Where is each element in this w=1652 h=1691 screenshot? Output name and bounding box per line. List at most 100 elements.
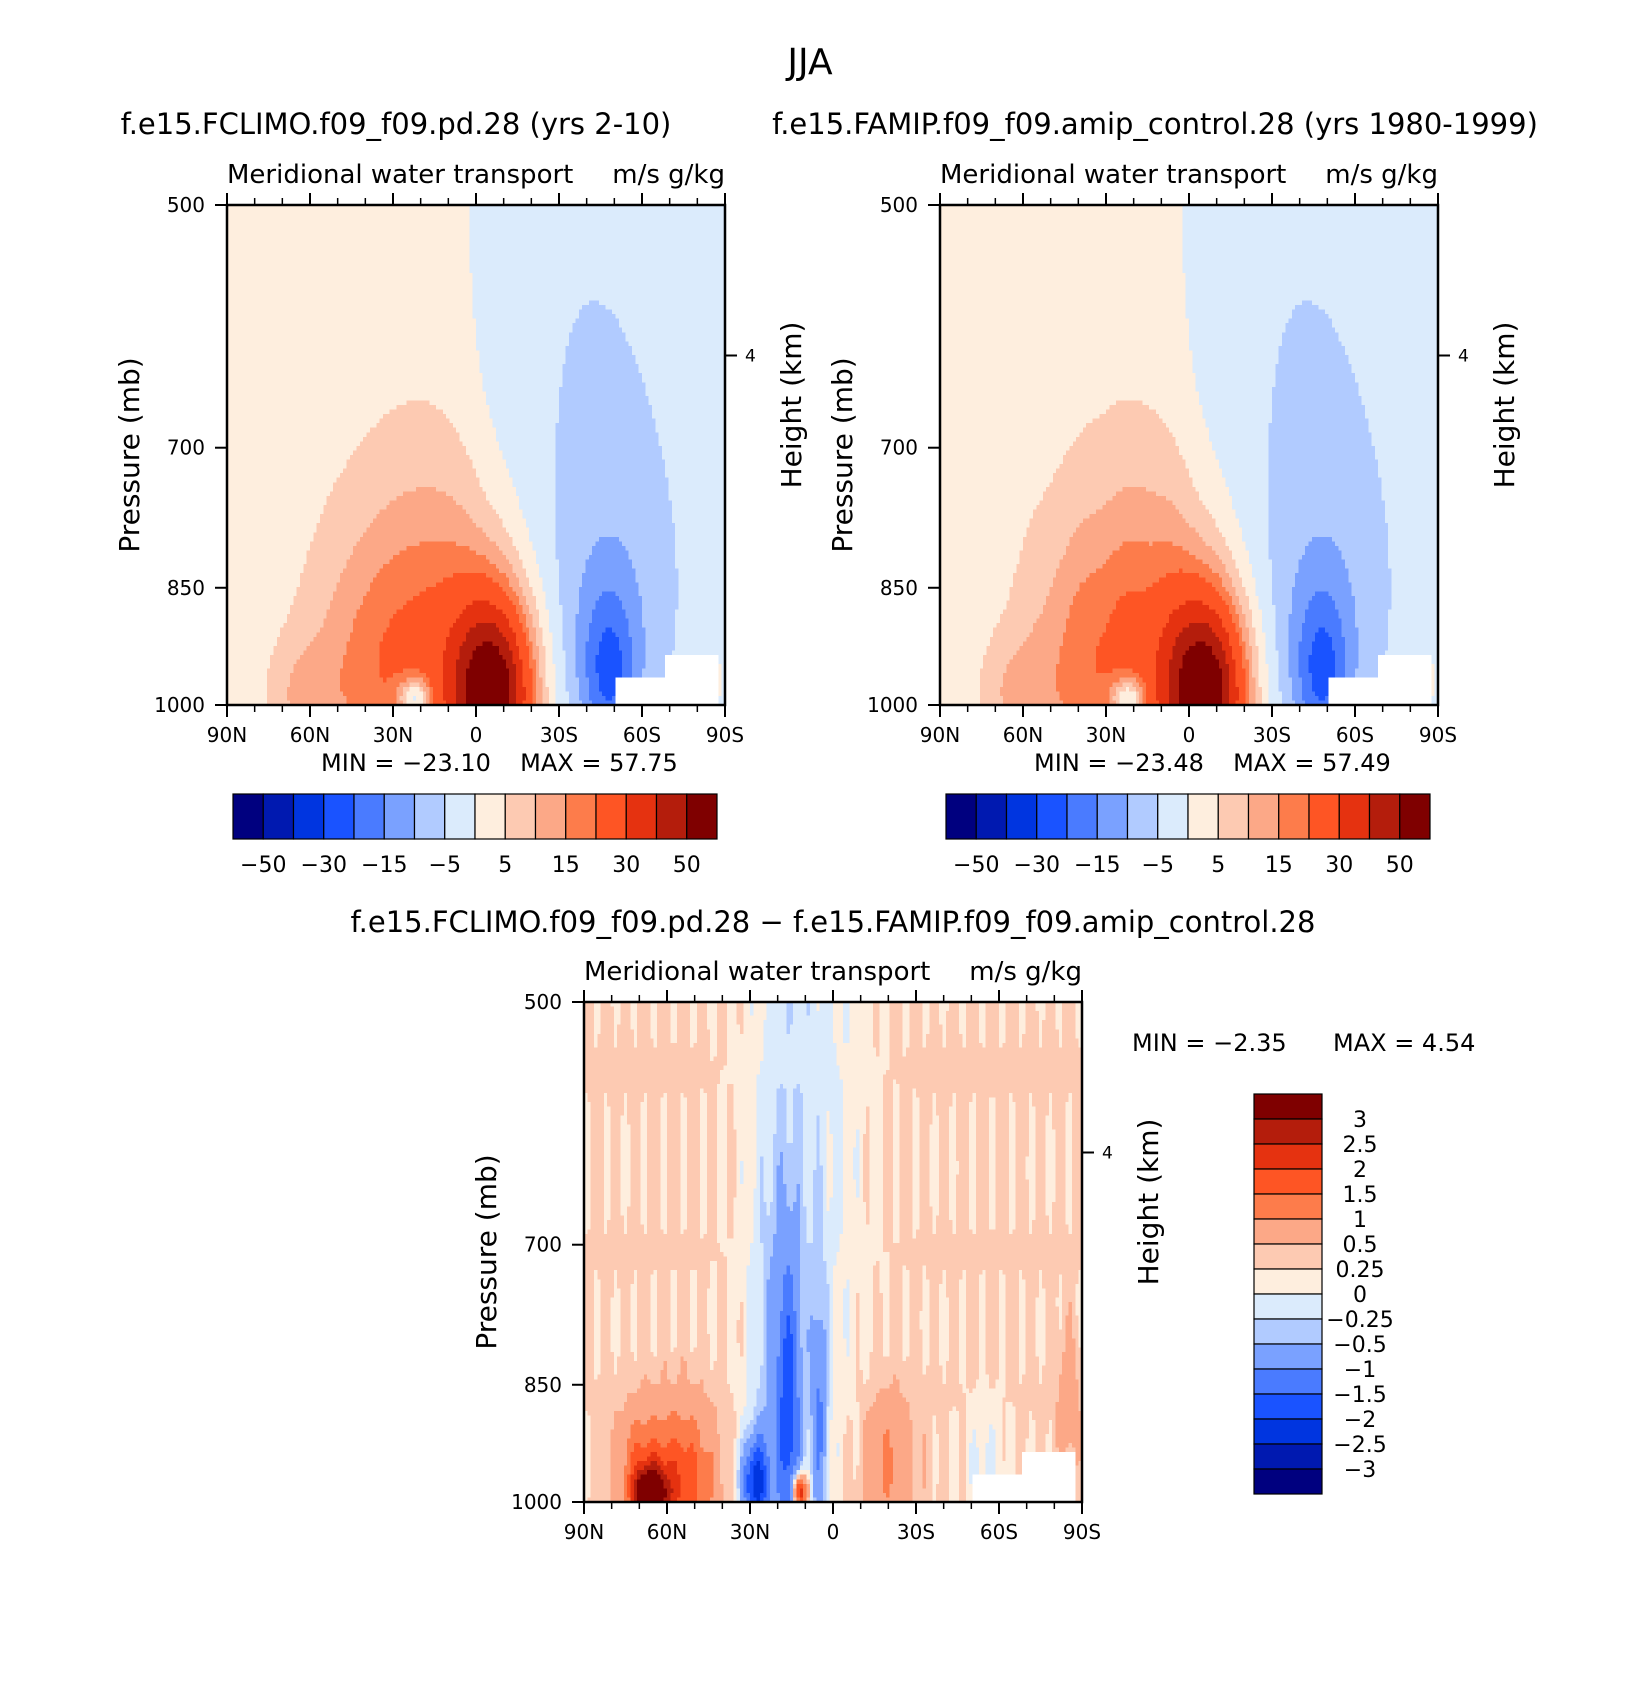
contour-band	[892, 1224, 900, 1230]
contour-band	[819, 1129, 827, 1135]
contour-band	[1391, 595, 1439, 601]
contour-band	[979, 1279, 987, 1285]
contour-band	[1028, 1229, 1033, 1235]
contour-band	[1189, 473, 1223, 479]
contour-band	[1331, 595, 1356, 601]
contour-band	[1125, 686, 1130, 692]
contour-band	[716, 1297, 728, 1303]
contour-band	[696, 1302, 708, 1308]
contour-band	[522, 586, 533, 592]
contour-band	[872, 1292, 884, 1298]
contour-band	[1025, 1024, 1040, 1030]
colorbar-box	[595, 793, 627, 840]
contour-band	[716, 1052, 728, 1058]
colorbar-label: −5	[1142, 853, 1174, 878]
contour-band	[667, 1102, 681, 1108]
contour-band	[1331, 318, 1439, 324]
contour-band	[1032, 1224, 1050, 1230]
contour-band	[1185, 282, 1439, 288]
contour-band	[969, 1211, 977, 1217]
contour-band	[346, 564, 384, 570]
contour-band	[1015, 1152, 1030, 1158]
contour-band	[396, 686, 404, 692]
contour-band	[379, 655, 444, 661]
contour-band	[929, 1002, 940, 1008]
contour-band	[472, 282, 726, 288]
contour-band	[1028, 1138, 1037, 1144]
contour-band	[1245, 695, 1250, 701]
contour-band	[650, 1292, 658, 1298]
contour-band	[545, 668, 557, 674]
contour-band	[647, 1188, 661, 1194]
contour-band	[726, 1083, 734, 1089]
contour-band	[678, 568, 726, 574]
contour-band	[779, 1083, 784, 1089]
contour-band	[1056, 664, 1097, 670]
contour-band	[733, 1220, 754, 1226]
contour-band	[466, 695, 510, 701]
contour-band	[590, 1106, 605, 1112]
contour-band	[590, 1142, 605, 1148]
contour-band	[1055, 1197, 1066, 1203]
contour-band	[726, 1306, 741, 1312]
colorbar-box	[1005, 793, 1038, 840]
contour-band	[529, 659, 537, 665]
contour-band	[647, 1142, 661, 1148]
contour-band	[1381, 491, 1439, 497]
contour-band	[1242, 527, 1270, 533]
contour-band	[743, 1302, 748, 1308]
contour-band	[1075, 1006, 1083, 1012]
contour-band	[1308, 659, 1336, 665]
contour-band	[640, 1188, 648, 1194]
contour-band	[716, 1179, 728, 1185]
contour-band	[979, 1288, 987, 1294]
contour-band	[532, 668, 537, 674]
contour-band	[489, 409, 560, 415]
contour-band	[555, 495, 670, 501]
contour-band	[492, 418, 560, 424]
contour-band	[227, 205, 470, 211]
contour-band	[466, 445, 500, 451]
contour-band	[912, 1188, 920, 1194]
contour-band	[995, 1202, 1010, 1208]
contour-band	[479, 355, 567, 361]
contour-band	[1149, 405, 1203, 411]
contour-band	[995, 1211, 1010, 1217]
contour-band	[909, 1006, 924, 1012]
contour-band	[1391, 568, 1439, 574]
contour-band	[610, 1124, 622, 1130]
contour-band	[615, 700, 719, 706]
contour-band	[1096, 664, 1157, 670]
contour-band	[763, 1170, 774, 1176]
contour-band	[429, 686, 434, 692]
contour-band	[650, 1297, 658, 1303]
contour-band	[1301, 691, 1316, 697]
contour-band	[1038, 1283, 1043, 1289]
contour-band	[597, 1038, 615, 1044]
contour-band	[1018, 1288, 1027, 1294]
contour-band	[862, 1192, 871, 1198]
contour-band	[623, 1102, 628, 1108]
contour-band	[942, 1274, 947, 1280]
contour-band	[786, 1202, 794, 1208]
contour-band	[660, 1111, 668, 1117]
contour-band	[686, 1147, 701, 1153]
contour-band	[1028, 1202, 1037, 1208]
contour-band	[975, 1120, 990, 1126]
contour-band	[622, 673, 633, 679]
contour-band	[227, 468, 344, 474]
contour-band	[932, 1215, 937, 1221]
contour-band	[793, 1097, 804, 1103]
contour-band	[793, 1088, 801, 1094]
contour-band	[882, 1124, 894, 1130]
contour-band	[716, 1229, 728, 1235]
contour-band	[227, 695, 268, 701]
contour-band	[1045, 1202, 1053, 1208]
contour-band	[1182, 627, 1213, 633]
contour-band	[227, 345, 477, 351]
contour-band	[833, 1152, 844, 1158]
contour-band	[912, 1088, 917, 1094]
contour-band	[426, 700, 431, 706]
contour-band	[675, 618, 726, 624]
contour-band	[1202, 600, 1227, 606]
